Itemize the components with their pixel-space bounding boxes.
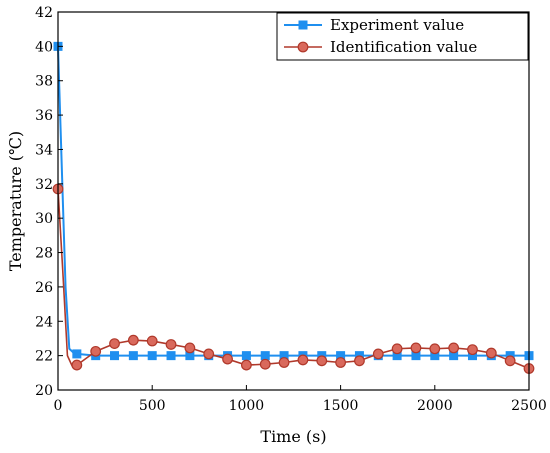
data-point [467, 351, 477, 361]
x-tick-label: 500 [139, 398, 166, 414]
x-tick-label: 0 [54, 398, 63, 414]
data-point [110, 351, 120, 361]
x-tick-label: 1500 [323, 398, 359, 414]
data-point [166, 351, 176, 361]
legend: Experiment value Identification value [276, 12, 529, 61]
data-point [392, 351, 402, 361]
data-point [429, 343, 441, 355]
data-point [410, 342, 422, 354]
data-point [278, 357, 290, 368]
x-tick-label: 2000 [417, 398, 453, 414]
y-tick-label: 32 [35, 177, 53, 193]
x-tick-label: 2500 [511, 398, 547, 414]
data-point [72, 349, 82, 359]
data-point [449, 351, 459, 361]
data-point [467, 344, 478, 356]
data-point [260, 351, 270, 361]
y-tick-label: 28 [35, 246, 53, 262]
data-point [430, 351, 440, 361]
y-tick-label: 30 [35, 211, 53, 227]
data-point [222, 353, 233, 365]
data-point [185, 351, 195, 361]
data-point [109, 338, 120, 350]
data-point [184, 342, 196, 354]
ticks-layer: 0 500 1000 1500 2000 2500 20 22 24 26 28 30 32 34 36 38… [35, 5, 547, 414]
x-tick-label: 1000 [229, 398, 265, 414]
data-point [485, 347, 497, 359]
y-tick-label: 34 [35, 142, 53, 158]
data-point [335, 357, 347, 368]
y-tick-label: 22 [35, 349, 53, 365]
y-tick-label: 20 [35, 383, 53, 399]
data-point [128, 351, 138, 361]
series-1 [52, 183, 535, 374]
data-point [147, 351, 157, 361]
legend-label-experiment: Experiment value [330, 16, 464, 34]
plot-frame [57, 11, 530, 391]
legend-marker-experiment [298, 20, 308, 30]
series-line [57, 46, 529, 357]
y-tick-label: 42 [35, 5, 53, 21]
data-point [279, 351, 289, 361]
y-tick-label: 36 [35, 108, 53, 124]
data-point [448, 342, 460, 354]
data-point [259, 358, 271, 370]
data-point [165, 339, 177, 350]
series-layer [52, 41, 535, 374]
data-point [354, 355, 365, 367]
legend-label-identification: Identification value [330, 38, 477, 56]
data-point [241, 351, 251, 361]
legend-box [276, 12, 529, 61]
data-point [316, 355, 328, 367]
data-point [411, 351, 421, 361]
y-tick-label: 24 [35, 314, 53, 330]
data-point [336, 351, 346, 361]
y-tick-label: 26 [35, 280, 53, 296]
data-point [297, 354, 309, 366]
y-axis-title: Temperature (℃) [6, 131, 25, 271]
data-point [240, 359, 252, 371]
y-tick-label: 38 [35, 74, 53, 90]
data-point [372, 348, 384, 360]
y-tick-label: 40 [35, 39, 53, 55]
data-point [127, 334, 139, 346]
data-point [146, 335, 158, 347]
data-point [203, 348, 215, 360]
data-point [391, 343, 403, 355]
data-point [71, 359, 83, 371]
data-point [504, 355, 516, 367]
data-point [90, 345, 102, 357]
legend-marker-identification [297, 41, 309, 53]
series-0 [53, 41, 534, 361]
x-axis-title: Time (s) [260, 427, 326, 446]
